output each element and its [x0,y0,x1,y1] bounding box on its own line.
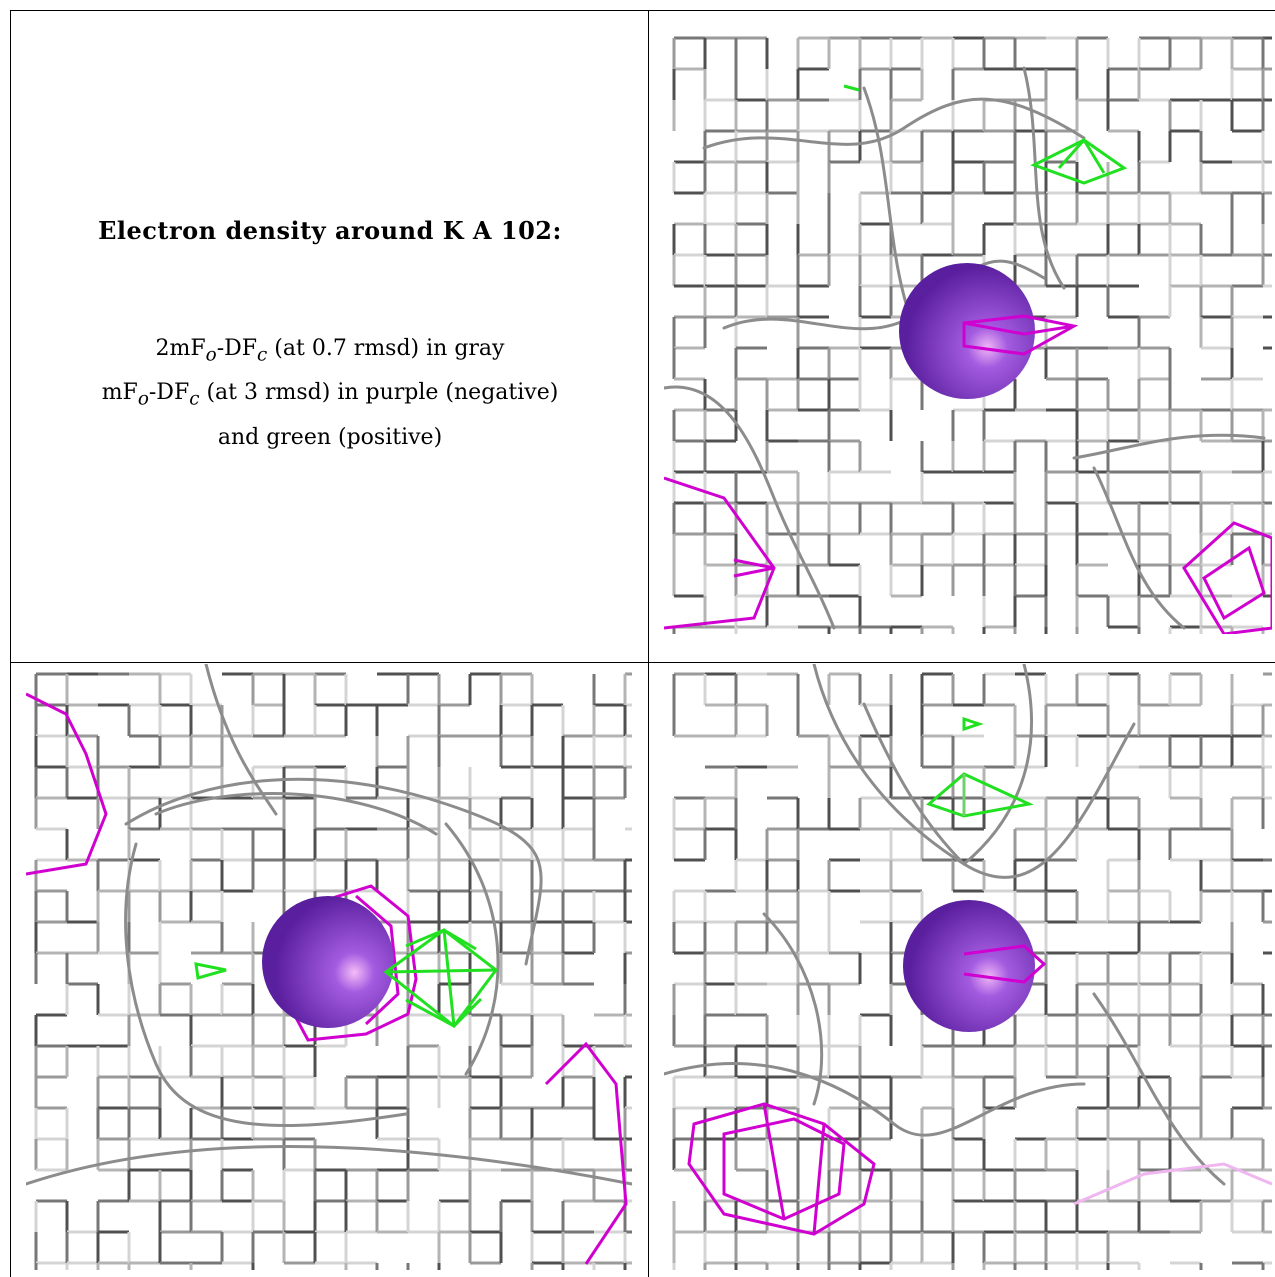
border-top [10,10,1275,11]
density-view-bottom-right [664,664,1272,1270]
potassium-atom-sphere [899,263,1035,399]
legend-caption: Electron density around K A 102: 2mFo-DF… [12,12,648,660]
caption-title: Electron density around K A 102: [98,216,562,245]
potassium-atom-sphere [262,896,394,1028]
density-map-svg-3 [664,664,1272,1270]
density-map-svg-1 [664,36,1272,634]
caption-line-difference: mFo-DFc (at 3 rmsd) in purple (negative) [101,380,559,410]
difference-mesh-negative [687,944,1272,1236]
mesh-grid-gray [672,36,1272,634]
caption-body: 2mFo-DFc (at 0.7 rmsd) in gray mFo-DFc (… [12,330,648,457]
difference-mesh-positive [843,84,1128,185]
density-view-bottom-left [26,664,632,1270]
caption-line-gray: 2mFo-DFc (at 0.7 rmsd) in gray [155,336,505,366]
difference-mesh-positive [194,928,499,1029]
difference-mesh-positive [926,716,1034,818]
border-left [10,10,11,1277]
divider-horizontal [10,662,1275,663]
difference-mesh-negative [26,692,628,1265]
caption-line-positive: and green (positive) [217,424,443,450]
density-map-svg-2 [26,664,632,1270]
mesh-curves-gray [664,664,1226,1186]
density-view-top-right [664,28,1272,634]
divider-vertical [648,10,649,1277]
mesh-curves-gray [26,664,632,1186]
potassium-atom-sphere [903,900,1035,1032]
difference-mesh-negative [664,314,1272,634]
